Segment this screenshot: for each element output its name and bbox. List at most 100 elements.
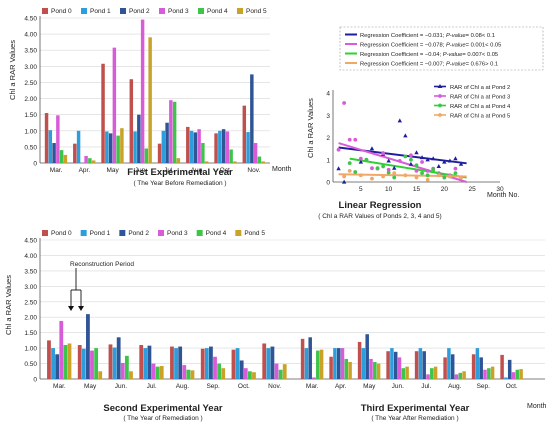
x-tick-label: Oct. (220, 167, 232, 174)
data-point (392, 175, 397, 180)
data-point (358, 173, 363, 178)
bar (52, 143, 56, 163)
bar (450, 354, 455, 379)
x-tick-label: 30 (496, 186, 504, 193)
chart-c-group1-subtitle: ( The Year of Remediation ) (123, 415, 202, 422)
bar (186, 126, 190, 163)
data-point (453, 156, 458, 161)
x-tick-label: Mar. (53, 383, 66, 390)
bar (108, 133, 113, 163)
data-point (447, 158, 453, 163)
bar (386, 351, 390, 379)
legend-marker (438, 113, 442, 117)
chart-c-xlabel: Month (527, 403, 547, 410)
regression-legend-box (339, 26, 544, 71)
legend-marker (437, 84, 443, 88)
data-point (431, 156, 436, 161)
y-tick-label: 3 (326, 113, 330, 120)
data-point (414, 175, 419, 180)
bar (376, 363, 381, 379)
reconstruction-bracket (70, 268, 82, 308)
bar (197, 129, 201, 163)
data-point (419, 155, 425, 160)
data-point (442, 175, 447, 180)
bar (308, 337, 312, 379)
bar (266, 348, 271, 379)
bar (213, 356, 217, 379)
bar (108, 344, 113, 379)
bar (348, 362, 352, 379)
bar (231, 349, 236, 379)
bar (340, 348, 345, 379)
x-tick-label: May (363, 383, 376, 390)
bar (300, 338, 305, 379)
data-point (442, 159, 447, 164)
bar (329, 356, 333, 379)
x-tick-label: 5 (359, 186, 363, 193)
bar (182, 365, 187, 379)
bar (51, 348, 55, 379)
data-point (386, 167, 391, 172)
bar (430, 368, 434, 379)
data-point (381, 174, 385, 179)
data-point (414, 163, 419, 168)
data-point (420, 160, 424, 164)
data-point (336, 166, 341, 171)
x-tick-label: 25 (469, 186, 477, 193)
bar (174, 348, 178, 379)
data-point (453, 166, 458, 171)
bar (143, 348, 148, 379)
bar (120, 362, 125, 379)
bar (426, 374, 430, 379)
y-tick-label: 4.50 (24, 16, 37, 23)
bar (405, 366, 409, 379)
data-point (458, 161, 464, 166)
data-point (342, 174, 347, 179)
bar (217, 363, 222, 379)
legend-marker (438, 103, 442, 108)
bar (274, 363, 279, 379)
bar (257, 156, 262, 163)
bar (221, 368, 226, 379)
bar (139, 345, 144, 379)
data-point (420, 171, 424, 176)
bar (242, 105, 247, 163)
bar (157, 143, 162, 163)
data-point (347, 168, 352, 173)
bar (101, 63, 105, 163)
bar (129, 371, 133, 379)
data-point (392, 165, 397, 170)
bar (218, 130, 222, 163)
data-point (370, 176, 374, 181)
legend-label: Pond 1 (90, 230, 111, 237)
data-point (425, 177, 430, 182)
bar (91, 160, 96, 163)
bar (418, 348, 423, 379)
bar (458, 372, 463, 379)
data-point (414, 150, 419, 155)
data-point (347, 137, 352, 142)
bar (414, 351, 419, 379)
x-tick-label: Aug. (176, 383, 190, 390)
bar (161, 130, 166, 163)
data-point (403, 154, 408, 159)
y-tick-label: 3.00 (24, 64, 37, 71)
data-point (403, 173, 408, 178)
y-tick-label: 0 (33, 161, 37, 168)
y-tick-label: 2.00 (24, 96, 37, 103)
chart-a-subtitle: ( The Year Before Remediation ) (133, 180, 226, 187)
reconstruction-annotation: Reconstruction Period (70, 261, 134, 268)
chart-b-title: Linear Regression (339, 200, 422, 211)
legend-label: Pond 2 (128, 230, 149, 237)
regression-legend-label: Regression Coefficient = −0.031; P-value… (360, 33, 495, 39)
bar (204, 161, 209, 163)
legend-label: Pond 5 (244, 230, 265, 237)
legend-marker (438, 94, 442, 98)
legend-swatch (81, 8, 87, 14)
bar (401, 368, 406, 379)
chart-a-title: First Experimental Year (127, 167, 233, 178)
y-tick-label: 0.50 (24, 144, 37, 151)
bar (112, 47, 117, 164)
x-tick-label: Oct. (506, 383, 518, 390)
bar (84, 155, 88, 163)
